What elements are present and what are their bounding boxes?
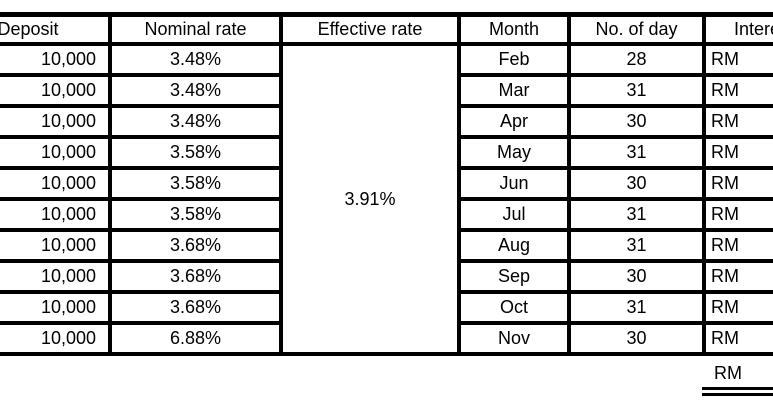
cell-days[interactable]: 31 xyxy=(571,139,706,170)
cell-deposit[interactable]: 10,000 xyxy=(0,294,112,325)
cell-nominal-rate[interactable]: 3.48% xyxy=(112,77,283,108)
deposit-interest-table: Deposit Nominal rate Effective rate Mont… xyxy=(0,12,773,356)
cell-nominal-rate[interactable]: 3.58% xyxy=(112,139,283,170)
cell-deposit[interactable]: 10,000 xyxy=(0,170,112,201)
table-row: 10,000 3.68% Aug 31 RM xyxy=(0,232,773,263)
cell-effective-rate-merged[interactable]: 3.91% xyxy=(283,46,461,356)
header-effective-rate[interactable]: Effective rate xyxy=(283,12,461,46)
cell-interest[interactable]: RM xyxy=(706,232,773,263)
table-row: 10,000 3.58% Jun 30 RM xyxy=(0,170,773,201)
header-row: Deposit Nominal rate Effective rate Mont… xyxy=(0,12,773,46)
table-row: 10,000 3.68% Oct 31 RM xyxy=(0,294,773,325)
cell-deposit[interactable]: 10,000 xyxy=(0,139,112,170)
cell-interest[interactable]: RM xyxy=(706,170,773,201)
header-days[interactable]: No. of day xyxy=(571,12,706,46)
cell-deposit[interactable]: 10,000 xyxy=(0,77,112,108)
cell-days[interactable]: 31 xyxy=(571,201,706,232)
cell-interest[interactable]: RM xyxy=(706,139,773,170)
cell-days[interactable]: 30 xyxy=(571,263,706,294)
table-row: 10,000 3.48% 3.91% Feb 28 RM xyxy=(0,46,773,356)
cell-nominal-rate[interactable]: 6.88% xyxy=(112,325,283,356)
cell-month[interactable]: Feb xyxy=(461,46,571,77)
cell-month[interactable]: Jul xyxy=(461,201,571,232)
cell-nominal-rate[interactable]: 3.48% xyxy=(112,46,283,77)
cell-interest[interactable]: RM xyxy=(706,77,773,108)
cell-month[interactable]: Mar xyxy=(461,77,571,108)
cell-month[interactable]: Apr xyxy=(461,108,571,139)
cell-interest[interactable]: RM xyxy=(706,108,773,139)
cell-days[interactable]: 31 xyxy=(571,77,706,108)
cell-interest[interactable]: RM xyxy=(706,263,773,294)
cell-days[interactable]: 30 xyxy=(571,170,706,201)
cell-nominal-rate[interactable]: 3.58% xyxy=(112,201,283,232)
table-row: 10,000 3.48% Apr 30 RM xyxy=(0,108,773,139)
cell-interest[interactable]: RM xyxy=(706,325,773,356)
cell-days[interactable]: 30 xyxy=(571,108,706,139)
cell-month[interactable]: Nov xyxy=(461,325,571,356)
cell-nominal-rate[interactable]: 3.68% xyxy=(112,263,283,294)
cell-days[interactable]: 31 xyxy=(571,232,706,263)
header-nominal-rate[interactable]: Nominal rate xyxy=(112,12,283,46)
cell-deposit[interactable]: 10,000 xyxy=(0,263,112,294)
cell-nominal-rate[interactable]: 3.68% xyxy=(112,232,283,263)
cell-nominal-rate[interactable]: 3.48% xyxy=(112,108,283,139)
table-row: 10,000 3.68% Sep 30 RM xyxy=(0,263,773,294)
cell-interest[interactable]: RM xyxy=(706,46,773,77)
cell-deposit[interactable]: 10,000 xyxy=(0,325,112,356)
table-row: 10,000 3.58% May 31 RM xyxy=(0,139,773,170)
cell-month[interactable]: Jun xyxy=(461,170,571,201)
cell-deposit[interactable]: 10,000 xyxy=(0,232,112,263)
cell-month[interactable]: Aug xyxy=(461,232,571,263)
double-underline-rule xyxy=(702,387,773,396)
cell-interest[interactable]: RM xyxy=(706,201,773,232)
cell-days[interactable]: 28 xyxy=(571,46,706,77)
total-interest-cell[interactable]: RM xyxy=(714,363,742,383)
cell-month[interactable]: Sep xyxy=(461,263,571,294)
table-row: 10,000 3.48% Mar 31 RM xyxy=(0,77,773,108)
header-interest[interactable]: Interest xyxy=(706,12,773,46)
cell-deposit[interactable]: 10,000 xyxy=(0,108,112,139)
header-deposit[interactable]: Deposit xyxy=(0,12,112,46)
cell-days[interactable]: 31 xyxy=(571,294,706,325)
table-row: 10,000 6.88% Nov 30 RM xyxy=(0,325,773,356)
header-month[interactable]: Month xyxy=(461,12,571,46)
cell-month[interactable]: May xyxy=(461,139,571,170)
cell-nominal-rate[interactable]: 3.58% xyxy=(112,170,283,201)
cell-month[interactable]: Oct xyxy=(461,294,571,325)
cell-days[interactable]: 30 xyxy=(571,325,706,356)
cell-deposit[interactable]: 10,000 xyxy=(0,201,112,232)
cell-interest[interactable]: RM xyxy=(706,294,773,325)
cell-nominal-rate[interactable]: 3.68% xyxy=(112,294,283,325)
table-row: 10,000 3.58% Jul 31 RM xyxy=(0,201,773,232)
cell-deposit[interactable]: 10,000 xyxy=(0,46,112,77)
